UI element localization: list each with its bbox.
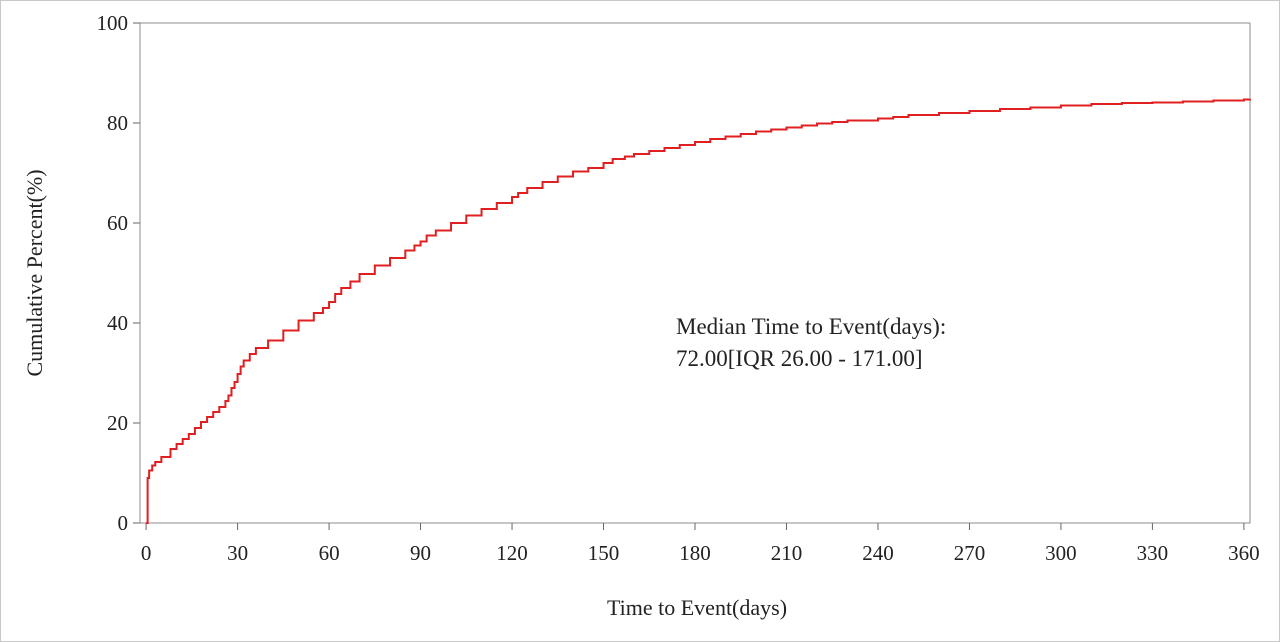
x-tick-label: 360 xyxy=(1228,541,1260,565)
x-tick-label: 30 xyxy=(227,541,248,565)
x-tick-label: 180 xyxy=(679,541,711,565)
x-tick-label: 240 xyxy=(862,541,894,565)
y-tick-label: 100 xyxy=(97,11,129,35)
y-axis-title: Cumulative Percent(%) xyxy=(22,169,47,376)
x-tick-label: 90 xyxy=(410,541,431,565)
plot-area xyxy=(139,22,1251,524)
x-tick-label: 150 xyxy=(588,541,620,565)
x-tick-label: 120 xyxy=(496,541,528,565)
median-annotation-line-2: 72.00[IQR 26.00 - 171.00] xyxy=(676,346,923,371)
y-tick-label: 20 xyxy=(107,411,128,435)
x-tick-label: 60 xyxy=(319,541,340,565)
cumulative-percent-line xyxy=(146,98,1251,524)
x-tick-label: 210 xyxy=(771,541,803,565)
x-axis-title: Time to Event(days) xyxy=(607,595,787,620)
x-tick-label: 270 xyxy=(954,541,986,565)
x-tick-label: 330 xyxy=(1137,541,1169,565)
y-tick-label: 40 xyxy=(107,311,128,335)
y-tick-label: 0 xyxy=(118,511,129,535)
y-axis: 0 20 40 60 80 100 xyxy=(97,11,140,535)
y-tick-label: 60 xyxy=(107,211,128,235)
x-tick-label: 0 xyxy=(141,541,152,565)
x-axis: 0 30 60 90 120 150 180 210 240 270 300 330 360 xyxy=(141,523,1260,565)
median-annotation-line-1: Median Time to Event(days): xyxy=(676,314,946,339)
x-tick-label: 300 xyxy=(1045,541,1077,565)
y-tick-label: 80 xyxy=(107,111,128,135)
